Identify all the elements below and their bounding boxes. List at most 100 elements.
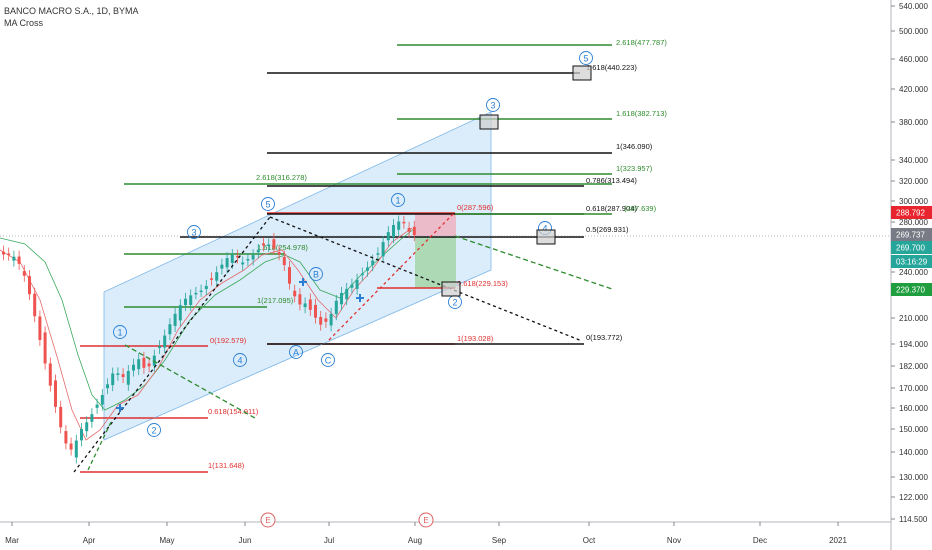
wave-label: B <box>313 270 319 280</box>
candle-body <box>381 242 385 257</box>
price-tick-label: 540.000 <box>899 2 928 11</box>
fib-level-label: 1(217.095) <box>257 296 294 305</box>
price-tick-label: 460.000 <box>899 55 928 64</box>
channel-midline <box>103 269 492 441</box>
candle-body <box>95 404 99 408</box>
candle-body <box>319 316 323 325</box>
wave-label: 5 <box>265 200 270 210</box>
candle-body <box>267 244 271 246</box>
cross-marker-icon <box>116 404 124 412</box>
candle-body <box>366 267 369 271</box>
candle-body <box>152 355 156 366</box>
candle-body <box>225 258 229 268</box>
price-tag <box>891 283 932 296</box>
price-tick-label: 130.000 <box>899 473 928 482</box>
event-marker-circle <box>260 512 276 528</box>
wave-label-circle <box>233 353 247 367</box>
wave-label: C <box>325 356 332 366</box>
fib-level-label: 1(323.957) <box>616 164 653 173</box>
candle-body <box>184 298 187 306</box>
candle-body <box>126 371 130 385</box>
price-tick-label: 160.000 <box>899 404 928 413</box>
target-box-marker <box>572 65 592 81</box>
wave-label-circle <box>391 193 405 207</box>
price-tick-label: 380.000 <box>899 118 928 127</box>
projection-dashed-line <box>87 419 113 471</box>
candle-body <box>215 272 219 281</box>
candle-body <box>386 232 390 241</box>
candle-body <box>2 251 5 255</box>
price-tick-label: 320.000 <box>899 177 928 186</box>
candle-body <box>147 363 151 367</box>
price-tag <box>891 241 932 254</box>
wave-label: 2 <box>452 298 457 308</box>
candle-body <box>69 443 73 450</box>
price-tag-label: 288.792 <box>896 209 925 218</box>
candle-body <box>22 271 26 276</box>
wave-label: 4 <box>542 224 547 234</box>
event-marker-circle <box>418 512 434 528</box>
projection-dashed-line <box>269 216 583 342</box>
wave-label-circle <box>289 345 303 359</box>
candle-body <box>28 276 31 295</box>
event-marker-label: E <box>423 516 428 525</box>
candle-body <box>340 292 343 305</box>
candle-body <box>350 284 354 288</box>
fib-level-label: (287.639) <box>624 204 657 213</box>
wave-label-circle <box>147 423 161 437</box>
wave-label-circle <box>309 267 323 281</box>
candle-body <box>392 225 395 237</box>
candle-body <box>308 299 312 310</box>
indicator-label[interactable]: MA Cross <box>4 18 44 28</box>
candle-body <box>38 316 42 340</box>
candle-body <box>324 318 328 322</box>
candle-body <box>54 380 57 407</box>
fib-level-label: 0.5(269.931) <box>586 225 629 234</box>
fib-level-label: 2.618(477.787) <box>616 38 667 47</box>
candle-body <box>189 295 193 305</box>
time-tick-label: Oct <box>583 536 596 545</box>
ma-fast-line <box>0 227 413 441</box>
time-tick-label: Aug <box>408 536 422 545</box>
fib-level-label: 0(192.579) <box>210 336 247 345</box>
candle-body <box>293 290 297 297</box>
price-tag-label: 03:16:29 <box>896 258 928 267</box>
price-tag <box>891 206 932 219</box>
candle-body <box>298 294 302 305</box>
price-tick-label: 500.000 <box>899 27 928 36</box>
fib-level-label: 1.618(440.223) <box>586 63 637 72</box>
price-tick-label: 140.000 <box>899 448 928 457</box>
fib-level-label: 0.618(229.153) <box>457 279 508 288</box>
candle-body <box>7 253 11 256</box>
candle-body <box>80 429 83 441</box>
time-tick-label: Mar <box>5 536 19 545</box>
stop-zone <box>415 213 456 236</box>
candle-body <box>43 332 47 364</box>
candle-body <box>230 255 234 263</box>
time-tick-label: May <box>159 536 174 545</box>
candle-body <box>33 293 37 317</box>
target-box-marker <box>479 114 499 130</box>
ma-slow-line <box>0 227 416 411</box>
candle-body <box>163 335 167 348</box>
candle-body <box>220 264 224 269</box>
candle-body <box>397 221 401 230</box>
candle-body <box>360 273 364 276</box>
price-tick-label: 150.000 <box>899 425 928 434</box>
time-tick-label: Nov <box>667 536 681 545</box>
cross-marker-icon <box>356 294 364 302</box>
candle-body <box>371 260 375 266</box>
price-tick-label: 340.000 <box>899 156 928 165</box>
time-tick-label: Sep <box>492 536 507 545</box>
candle-body <box>137 359 141 370</box>
fib-level-label: 2.618(316.278) <box>256 173 307 182</box>
candle-body <box>74 440 78 458</box>
wave-label-circle <box>113 325 127 339</box>
fib-level-label: 1(346.090) <box>616 142 653 151</box>
candle-body <box>48 363 52 386</box>
candle-body <box>17 256 21 264</box>
candle-body <box>204 285 208 290</box>
candle-body <box>262 243 265 246</box>
fib-level-label: 1.618(254.978) <box>257 243 308 252</box>
